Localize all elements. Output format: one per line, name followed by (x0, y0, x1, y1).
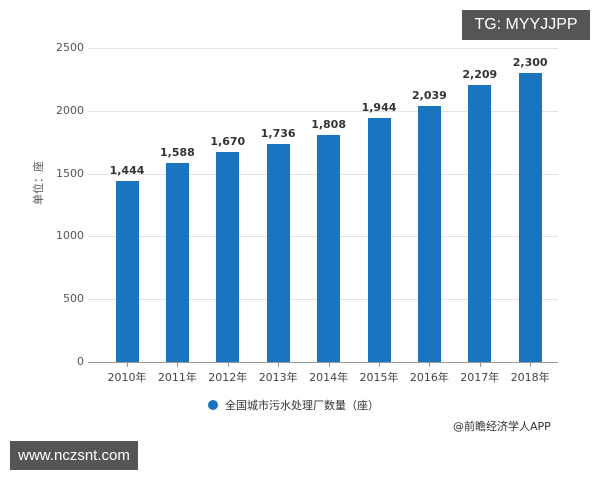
legend-label: 全国城市污水处理厂数量（座） (225, 399, 379, 412)
x-tick-mark (329, 362, 330, 367)
x-tick-mark (278, 362, 279, 367)
bar (367, 117, 391, 362)
bar-value-label: 2,039 (411, 88, 447, 102)
source-credit: @前瞻经济学人APP (453, 420, 551, 433)
y-tick-label: 1000 (56, 229, 84, 243)
x-tick-label: 2017年 (460, 371, 500, 384)
x-tick-label: 2010年 (107, 371, 147, 384)
bar-value-label: 1,808 (311, 117, 346, 131)
x-tick-label: 2013年 (258, 371, 298, 384)
bar (165, 162, 189, 362)
bar-value-label: 1,944 (361, 100, 397, 114)
tg-badge: TG: MYYJJPP (462, 10, 590, 40)
x-tick-mark (127, 362, 128, 367)
x-tick-mark (228, 362, 229, 367)
y-tick-label: 0 (77, 355, 84, 368)
y-tick-label: 500 (63, 292, 84, 306)
bar-value-label: 2,209 (462, 67, 498, 81)
bar (468, 84, 492, 362)
bar (266, 143, 290, 362)
legend-dot-icon (208, 400, 218, 410)
x-tick-label: 2015年 (359, 371, 399, 384)
x-tick-label: 2014年 (309, 371, 349, 384)
x-tick-mark (429, 362, 430, 367)
legend: 全国城市污水处理厂数量（座） (208, 397, 379, 413)
gridline (88, 48, 558, 49)
bar-value-label: 2,300 (512, 56, 548, 70)
x-tick-label: 2018年 (510, 371, 550, 384)
y-tick-label: 1500 (56, 166, 84, 180)
x-tick-mark (177, 362, 178, 367)
y-tick-label: 2500 (56, 41, 84, 54)
website-badge: www.nczsnt.com (10, 441, 138, 470)
gridline (88, 110, 558, 112)
x-tick-label: 2012年 (208, 371, 248, 384)
y-axis-label: 单位：座 (32, 161, 45, 205)
bar (518, 73, 542, 362)
bar-value-label: 1,444 (109, 163, 145, 177)
bar (216, 152, 240, 362)
x-tick-label: 2011年 (157, 371, 197, 384)
x-tick-mark (379, 362, 380, 367)
bar-value-label: 1,736 (260, 126, 296, 140)
x-tick-mark (530, 362, 531, 367)
bar (317, 134, 341, 362)
x-axis-line (88, 362, 558, 363)
y-tick-label: 2000 (56, 103, 84, 117)
bar (417, 105, 441, 362)
x-tick-label: 2016年 (409, 371, 449, 384)
bar-value-label: 1,670 (210, 135, 246, 149)
x-tick-mark (480, 362, 481, 367)
bar-value-label: 1,588 (159, 145, 195, 159)
bar (115, 180, 139, 362)
